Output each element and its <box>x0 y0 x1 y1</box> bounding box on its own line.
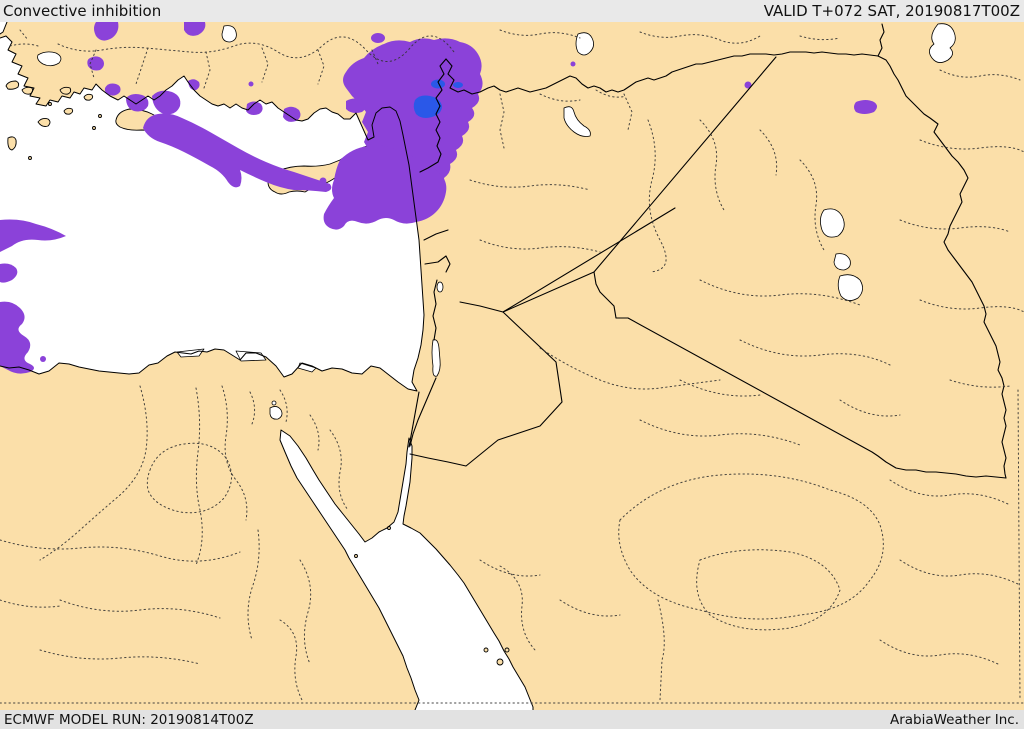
weather-map-canvas <box>0 22 1024 710</box>
validity-timestamp: VALID T+072 SAT, 20190817T00Z <box>763 2 1020 20</box>
sea-mediterranean <box>0 22 424 391</box>
lake-van <box>820 208 845 238</box>
dead-sea <box>431 339 441 377</box>
admin-borders <box>0 29 1024 704</box>
lakes <box>221 23 956 377</box>
lake-urmia <box>929 23 956 63</box>
lake-assad <box>563 106 591 137</box>
model-run-label: ECMWF MODEL RUN: 20190814T00Z <box>4 711 254 728</box>
lake-galilee <box>436 281 444 293</box>
country-borders <box>408 23 1007 479</box>
parameter-title: Convective inhibition <box>3 2 162 20</box>
header-bar: Convective inhibition VALID T+072 SAT, 2… <box>0 0 1024 22</box>
footer-bar: ECMWF MODEL RUN: 20190814T00Z ArabiaWeat… <box>0 710 1024 729</box>
cin-overlay-level1 <box>0 22 877 374</box>
sea-red-sea <box>269 400 533 710</box>
cin-overlay-level2 <box>413 79 463 118</box>
sea-marmara <box>37 51 62 67</box>
coastlines <box>0 22 534 710</box>
lake-tuz <box>221 25 237 43</box>
lake-bitter <box>269 406 283 420</box>
provider-label: ArabiaWeather Inc. <box>889 711 1019 728</box>
